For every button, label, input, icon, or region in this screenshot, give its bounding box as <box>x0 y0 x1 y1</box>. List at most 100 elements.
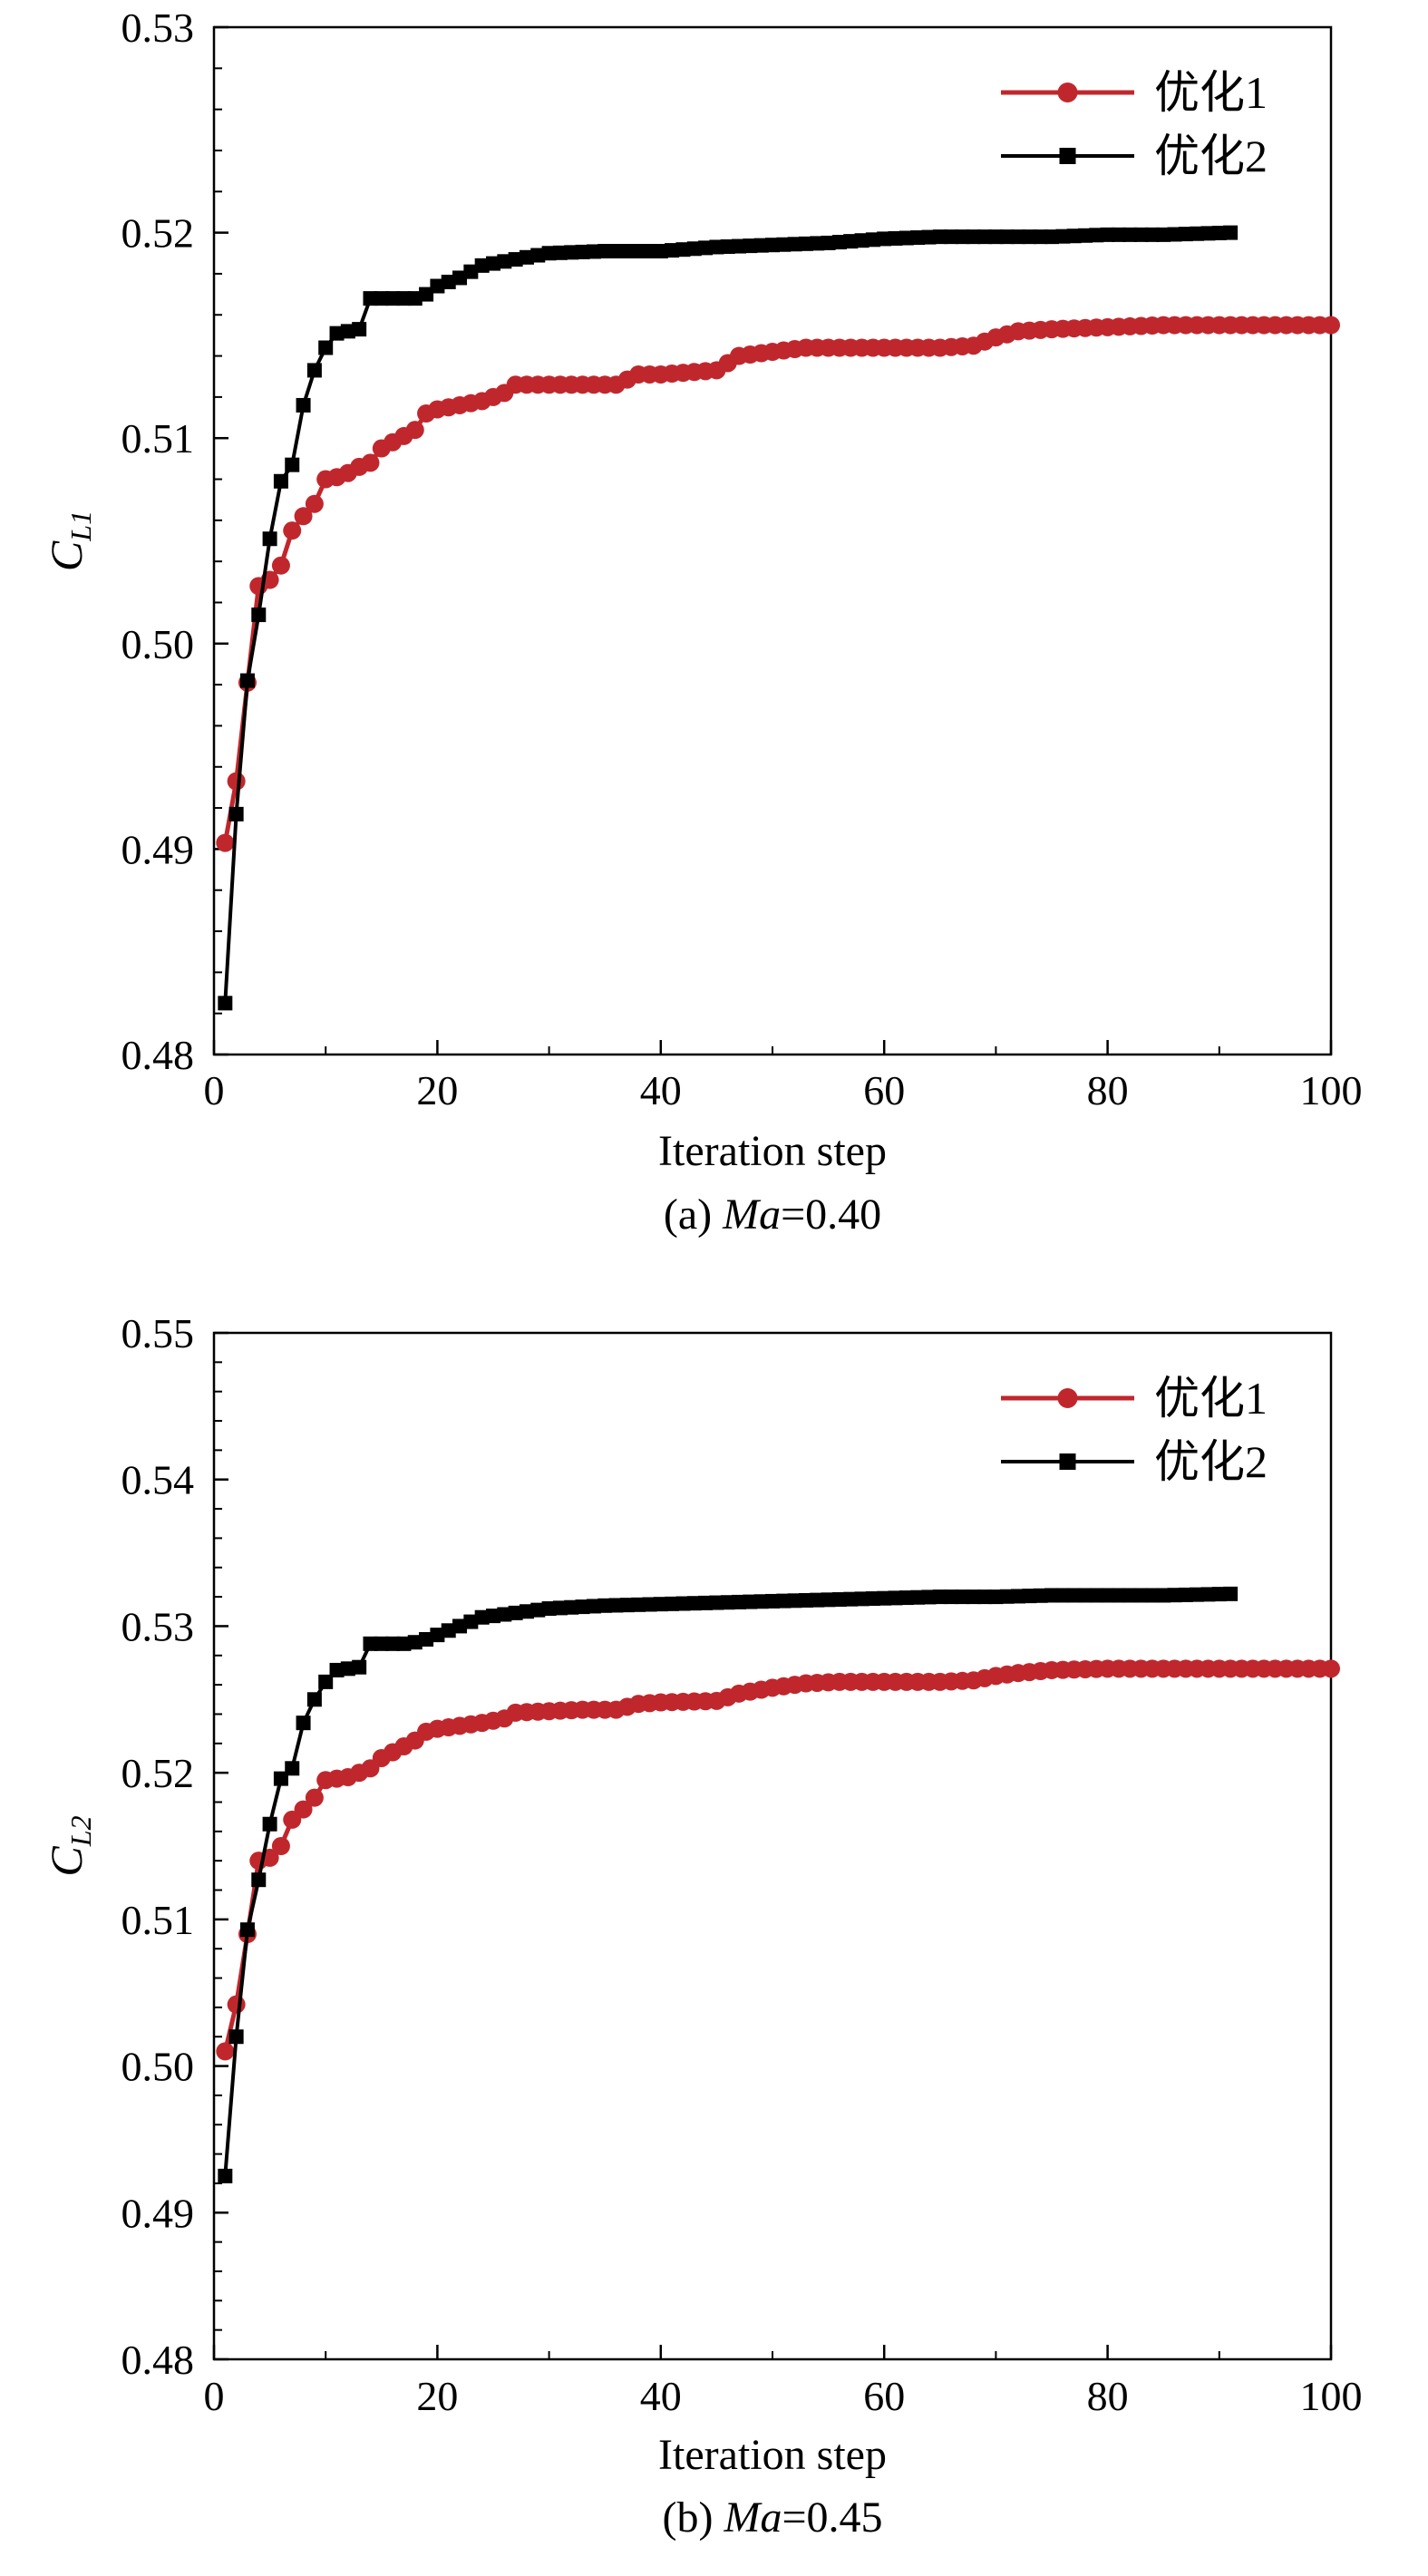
x-tick-label: 80 <box>1087 1067 1129 1113</box>
data-point <box>530 1602 546 1618</box>
data-point <box>1077 228 1093 243</box>
x-tick-label: 0 <box>204 1067 225 1113</box>
data-point <box>753 238 769 253</box>
data-point <box>329 326 345 341</box>
data-point <box>1044 229 1059 245</box>
data-point <box>519 249 534 265</box>
data-point <box>776 237 792 252</box>
data-point <box>407 1635 423 1650</box>
data-point <box>698 1595 714 1610</box>
y-tick-label: 0.53 <box>121 5 195 51</box>
data-point <box>765 1593 780 1609</box>
x-tick-label: 0 <box>204 2373 225 2419</box>
data-point <box>262 531 277 547</box>
data-point <box>810 236 825 251</box>
data-point <box>1211 1587 1227 1602</box>
data-point <box>977 229 993 245</box>
data-point <box>1111 1588 1126 1603</box>
data-point <box>798 236 813 251</box>
data-point <box>698 240 714 256</box>
data-point <box>743 1594 758 1609</box>
data-point <box>1133 227 1149 242</box>
y-tick-label: 0.48 <box>121 2337 195 2383</box>
data-point <box>374 1636 389 1651</box>
data-point <box>294 1800 313 1819</box>
data-point <box>1055 228 1071 244</box>
data-point <box>843 1591 859 1607</box>
data-point <box>1089 228 1104 243</box>
data-point <box>497 254 512 269</box>
data-point <box>865 232 880 248</box>
data-point <box>743 238 758 254</box>
data-point <box>239 673 255 688</box>
data-point <box>396 291 412 306</box>
data-point <box>575 1599 590 1615</box>
data-point <box>597 243 613 258</box>
data-point <box>665 1596 680 1611</box>
y-axis-label: CL1 <box>41 510 97 571</box>
data-point <box>564 1599 579 1615</box>
data-point <box>1156 227 1171 242</box>
data-point <box>329 1662 345 1677</box>
data-point <box>854 1591 869 1607</box>
data-point <box>318 340 334 355</box>
series-1 <box>216 1659 1340 2061</box>
data-point <box>999 229 1015 245</box>
data-point <box>932 229 947 245</box>
data-point <box>843 234 859 249</box>
data-point <box>1322 316 1340 335</box>
data-point <box>1190 226 1205 241</box>
data-point <box>921 1589 937 1605</box>
x-tick-label: 40 <box>640 1067 682 1113</box>
data-point <box>305 1788 324 1807</box>
legend-marker <box>1059 1453 1076 1470</box>
data-point <box>441 274 456 289</box>
data-point <box>1111 227 1126 242</box>
data-point <box>831 1591 847 1607</box>
data-point <box>720 239 735 255</box>
data-point <box>1167 1588 1182 1603</box>
data-point <box>552 245 568 260</box>
y-tick-label: 0.52 <box>121 210 195 257</box>
x-tick-label: 80 <box>1087 2373 1129 2419</box>
data-point <box>508 1605 523 1620</box>
data-point <box>363 291 378 306</box>
data-point <box>631 243 646 258</box>
data-point <box>821 1592 836 1608</box>
data-point <box>910 230 926 246</box>
x-tick-label: 100 <box>1300 2373 1363 2419</box>
data-point <box>675 1596 691 1611</box>
data-point <box>271 556 290 575</box>
data-point <box>340 324 355 339</box>
data-point <box>474 258 490 273</box>
data-point <box>306 363 322 378</box>
y-tick-label: 0.50 <box>121 621 195 667</box>
data-point <box>888 1590 903 1606</box>
data-point <box>1190 1587 1205 1602</box>
data-point <box>709 1595 724 1610</box>
data-point <box>463 1614 479 1629</box>
data-point <box>1144 227 1160 242</box>
series-1 <box>216 316 1340 852</box>
x-tick-label: 40 <box>640 2373 682 2419</box>
data-point <box>932 1589 947 1605</box>
data-point <box>1122 1588 1138 1603</box>
data-point <box>1144 1588 1160 1603</box>
chart-svg-a: 0 20 40 60 80 100 0.48 0.49 0.50 0.51 0.52 0.53 Iter… <box>41 5 1363 1239</box>
data-point <box>1200 1587 1216 1602</box>
series-2 <box>218 225 1239 1011</box>
legend-marker <box>1057 83 1078 102</box>
data-point <box>597 1598 613 1613</box>
data-point <box>430 278 445 294</box>
x-axis-label: Iteration step <box>658 1127 887 1175</box>
series-2 <box>218 1586 1239 2183</box>
data-point <box>285 1761 300 1776</box>
data-point <box>271 1837 290 1855</box>
y-tick-label: 0.53 <box>121 1603 195 1649</box>
x-axis-label: Iteration step <box>658 2431 887 2479</box>
data-point <box>1122 227 1138 242</box>
data-point <box>1011 229 1026 245</box>
data-point <box>405 421 424 440</box>
data-point <box>831 235 847 250</box>
